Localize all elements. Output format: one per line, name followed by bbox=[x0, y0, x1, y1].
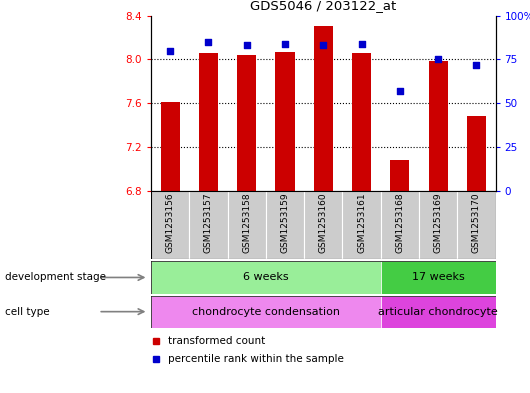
Bar bbox=[151, 191, 189, 259]
Text: 6 weeks: 6 weeks bbox=[243, 272, 289, 283]
Point bbox=[166, 48, 174, 54]
Point bbox=[281, 40, 289, 47]
Text: development stage: development stage bbox=[5, 272, 107, 283]
Bar bbox=[457, 191, 496, 259]
Text: GSM1253161: GSM1253161 bbox=[357, 193, 366, 253]
Bar bbox=[352, 53, 371, 191]
Text: GSM1253168: GSM1253168 bbox=[395, 193, 404, 253]
Bar bbox=[390, 160, 410, 191]
Point bbox=[395, 88, 404, 94]
Point bbox=[472, 62, 481, 68]
Bar bbox=[381, 191, 419, 259]
Text: GSM1253170: GSM1253170 bbox=[472, 193, 481, 253]
Text: GSM1253157: GSM1253157 bbox=[204, 193, 213, 253]
Point bbox=[434, 56, 443, 62]
Bar bbox=[381, 261, 496, 294]
Bar bbox=[342, 191, 381, 259]
Bar bbox=[266, 191, 304, 259]
Text: percentile rank within the sample: percentile rank within the sample bbox=[168, 354, 344, 364]
Point bbox=[357, 40, 366, 47]
Bar bbox=[237, 55, 257, 191]
Bar bbox=[381, 296, 496, 328]
Text: GSM1253156: GSM1253156 bbox=[166, 193, 175, 253]
Bar bbox=[227, 191, 266, 259]
Bar bbox=[276, 52, 295, 191]
Text: chondrocyte condensation: chondrocyte condensation bbox=[192, 307, 340, 317]
Text: 17 weeks: 17 weeks bbox=[412, 272, 464, 283]
Point bbox=[204, 39, 213, 45]
Bar bbox=[467, 116, 486, 191]
Text: transformed count: transformed count bbox=[168, 336, 265, 346]
Bar bbox=[189, 191, 227, 259]
Bar bbox=[199, 53, 218, 191]
Text: cell type: cell type bbox=[5, 307, 50, 317]
Text: GSM1253169: GSM1253169 bbox=[434, 193, 443, 253]
Bar bbox=[314, 26, 333, 191]
Bar bbox=[429, 61, 448, 191]
Bar bbox=[151, 296, 381, 328]
Title: GDS5046 / 203122_at: GDS5046 / 203122_at bbox=[250, 0, 396, 12]
Text: GSM1253160: GSM1253160 bbox=[319, 193, 328, 253]
Bar bbox=[161, 102, 180, 191]
Bar bbox=[419, 191, 457, 259]
Text: GSM1253158: GSM1253158 bbox=[242, 193, 251, 253]
Text: GSM1253159: GSM1253159 bbox=[280, 193, 289, 253]
Bar bbox=[304, 191, 342, 259]
Point bbox=[243, 42, 251, 49]
Text: articular chondrocyte: articular chondrocyte bbox=[378, 307, 498, 317]
Point bbox=[319, 42, 328, 49]
Bar bbox=[151, 261, 381, 294]
